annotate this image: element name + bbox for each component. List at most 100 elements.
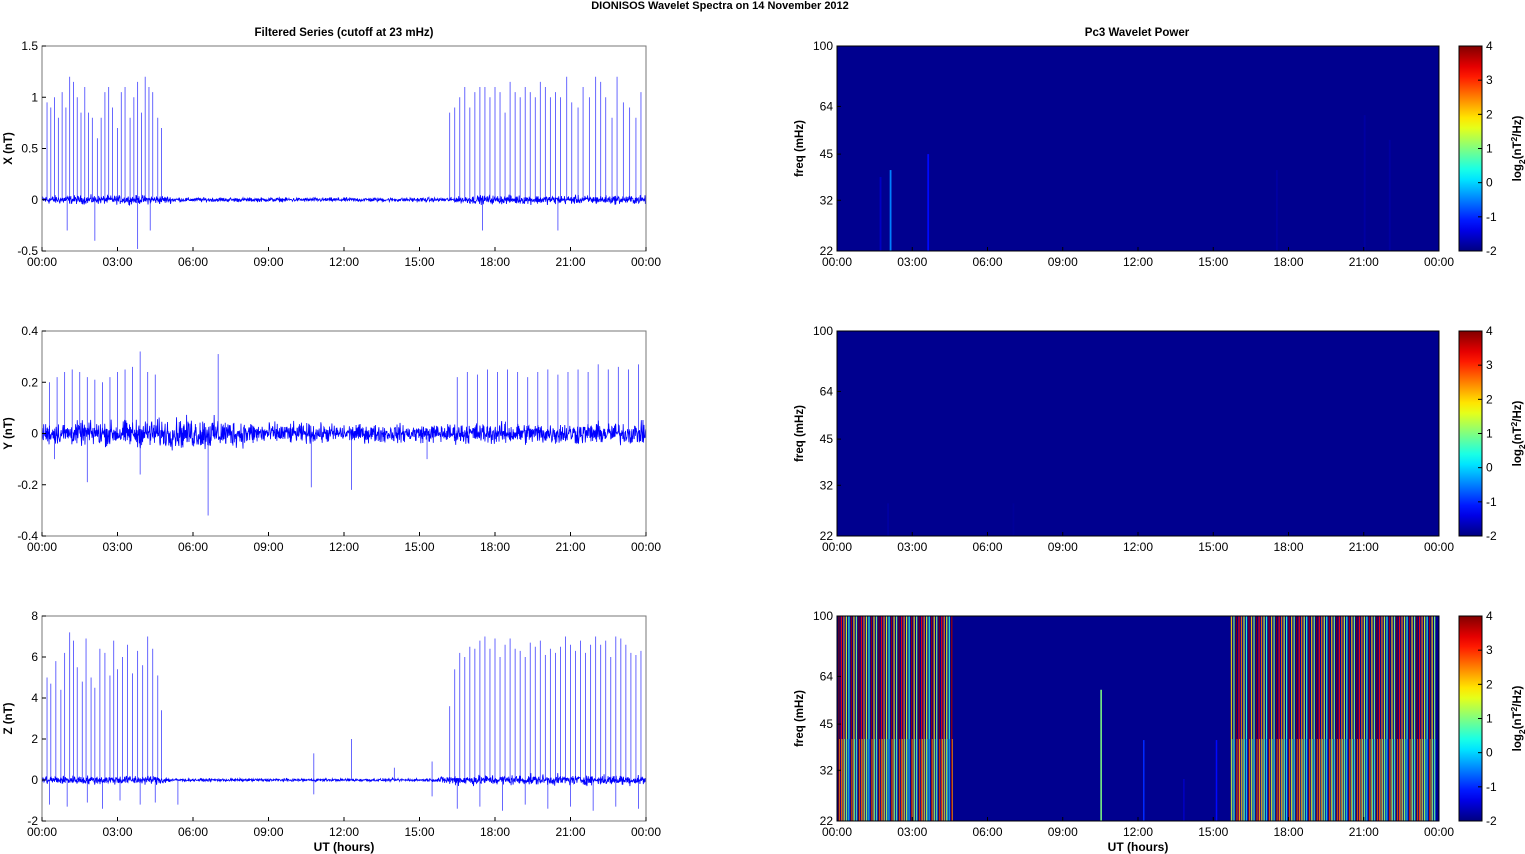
y-tick-label: -2 [27,814,38,828]
power-streak [1143,740,1145,821]
colorbar-label-part: /Hz) [1512,115,1524,136]
power-streak-low [1256,739,1258,821]
x-tick-label: 12:00 [1123,825,1153,839]
power-streak [1426,616,1428,821]
power-streak [1248,616,1250,821]
power-streak-low [946,739,948,821]
power-streak-low [904,739,906,821]
power-streak [1413,616,1416,821]
power-streak-low [1279,739,1281,821]
right-column-title: Pc3 Wavelet Power [1085,27,1190,39]
x-tick-label: 18:00 [1273,540,1303,554]
power-streak [1285,616,1288,821]
y-tick-label: 32 [820,478,834,492]
power-streak-low [1236,739,1238,821]
colorbar-label-part: (nT [1512,711,1524,729]
power-streak [1243,616,1245,821]
line-panel-x: -0.5 0 0.5 1 1.5 00:00 03:00 06:00 09:00 12:00 15:… [3,39,661,269]
power-streak-low [894,739,896,821]
power-streak [855,616,858,821]
power-streak [1263,616,1265,821]
power-streak-low [1412,739,1414,821]
power-streak [838,616,840,821]
power-streak-low [889,739,891,821]
power-streak [1336,616,1338,821]
power-streak [926,616,928,821]
colorbar-tick-label: 4 [1486,609,1493,623]
power-streak-low [1407,739,1409,821]
power-streak [928,616,930,821]
power-streak-low [1286,739,1288,821]
y-axis-label: Y (nT) [3,417,15,450]
power-streak [1258,616,1260,821]
power-streak-low [876,739,878,821]
power-streak-low [1319,739,1321,821]
power-streak-low [1291,739,1293,821]
power-streak-low [871,739,873,821]
power-streak [1326,616,1328,821]
power-streak [936,616,938,821]
power-streak-low [1404,739,1406,821]
power-streak [1306,616,1308,821]
power-streak [1423,616,1426,821]
y-axis-label: freq (mHz) [794,690,806,747]
x-tick-label: 21:00 [555,825,585,839]
power-streak [1313,616,1315,821]
power-streak-low [1417,739,1419,821]
power-streak [845,616,848,821]
power-streak [1283,616,1285,821]
data-layer [887,503,1015,536]
power-streak-low [1374,739,1376,821]
power-streak [908,616,910,821]
y-tick-label: -0.5 [17,244,38,258]
y-tick-label: 0 [31,427,38,441]
power-streak-low [1346,739,1348,821]
data-layer [42,76,646,249]
y-tick-label: 32 [820,193,834,207]
colorbar-tick-label: 3 [1486,358,1493,372]
colorbar-label-part: 2 [1517,159,1525,164]
colorbar-label: log2(nT2/Hz) [1509,400,1525,466]
power-streak [1353,616,1356,821]
power-streak-low [949,739,951,821]
x-tick-label: 00:00 [1424,825,1454,839]
power-streak-low [849,739,851,821]
power-streak [1240,616,1243,821]
power-streak [895,616,898,821]
power-streak [887,503,889,536]
power-streak-low [1372,739,1374,821]
y-tick-label: 22 [820,244,834,258]
power-streak [880,616,883,821]
x-tick-label: 03:00 [102,540,132,554]
x-tick-label: 00:00 [822,825,852,839]
x-tick-label: 21:00 [555,255,585,269]
x-tick-label: 03:00 [897,540,927,554]
power-streak [898,616,900,821]
power-streak [903,616,905,821]
colorbar-label-part: /Hz) [1512,685,1524,706]
power-streak-low [1304,739,1306,821]
colorbar-tick-label: 0 [1486,461,1493,475]
y-tick-label: 100 [813,609,833,623]
left-column-title: Filtered Series (cutoff at 23 mHz) [255,27,434,39]
power-streak [1288,616,1290,821]
power-streak-low [1427,739,1429,821]
power-streak-low [1241,739,1243,821]
power-streak-low [1329,739,1331,821]
power-streak-low [1341,739,1343,821]
colorbar-label-part: 2 [1517,444,1525,449]
power-streak-low [884,739,886,821]
x-tick-label: 00:00 [1424,255,1454,269]
y-tick-label: 8 [31,609,38,623]
power-streak [1343,616,1345,821]
power-streak [1338,616,1340,821]
power-streak [1255,616,1258,821]
power-streak [951,616,953,821]
colorbar-label-part: 2 [1509,421,1519,426]
power-streak-low [1379,739,1381,821]
power-streak [1376,616,1378,821]
power-streak [1393,616,1396,821]
colorbar-label: log2(nT2/Hz) [1509,685,1525,751]
power-streak [1406,616,1408,821]
